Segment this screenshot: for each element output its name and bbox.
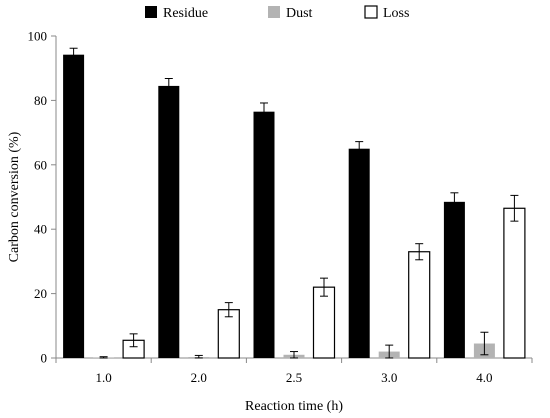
bar-residue-1.0 (63, 54, 85, 359)
y-tick-label: 0 (41, 351, 48, 366)
error-bars (69, 47, 519, 359)
y-axis-title: Carbon conversion (%) (7, 131, 22, 262)
y-tick-label: 20 (34, 286, 47, 301)
x-axis-title: Reaction time (h) (245, 399, 343, 414)
bar-loss-3.0 (408, 251, 431, 359)
bar-loss-4.0 (503, 207, 526, 359)
bar-residue-4.0 (443, 201, 465, 358)
bar-residue-2.0 (158, 85, 180, 358)
legend-label-loss: Loss (383, 6, 409, 21)
y-tick-label: 100 (28, 29, 48, 44)
x-axis-ticks: 1.0 2.0 2.5 3.0 4.0 (55, 358, 533, 385)
legend-swatch-dust (268, 6, 280, 18)
x-tick-label: 4.0 (476, 370, 492, 385)
legend-label-dust: Dust (286, 6, 313, 21)
legend: Residue Dust Loss (145, 5, 409, 21)
y-axis-ticks: 0 20 40 60 80 100 (28, 29, 56, 366)
y-tick-label: 40 (34, 222, 47, 237)
bar-residue-2.5 (253, 111, 275, 358)
plot-area: 0 20 40 60 80 100 1.0 2.0 2.5 3.0 4.0 (28, 29, 533, 385)
y-tick-label: 80 (34, 93, 47, 108)
bar-residue-3.0 (348, 148, 370, 358)
y-tick-label: 60 (34, 157, 47, 172)
legend-swatch-residue (145, 6, 157, 18)
x-tick-label: 3.0 (381, 370, 397, 385)
x-tick-label: 2.5 (286, 370, 302, 385)
bar-loss-2.5 (312, 286, 336, 359)
legend-swatch-loss (364, 5, 378, 19)
x-tick-label: 2.0 (191, 370, 207, 385)
legend-label-residue: Residue (163, 6, 208, 21)
x-tick-label: 1.0 (95, 370, 111, 385)
bars (63, 54, 526, 359)
